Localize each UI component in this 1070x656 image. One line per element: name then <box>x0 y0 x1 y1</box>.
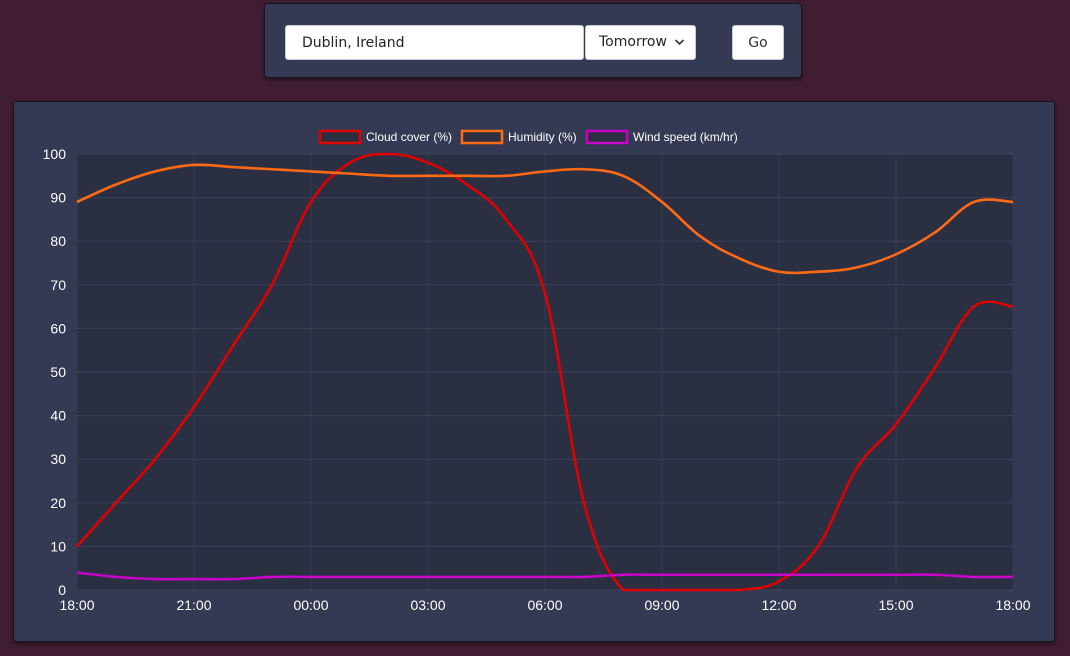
search-panel: Tomorrow Go <box>264 3 802 78</box>
x-tick-label: 18:00 <box>59 597 94 613</box>
y-tick-label: 60 <box>50 320 66 336</box>
cloud-cover-line <box>76 152 1014 592</box>
weather-line-chart: 0 10 20 30 40 50 60 70 80 90 100 18:00 21:00 00:00 03… <box>43 129 1031 613</box>
location-input[interactable] <box>285 25 584 60</box>
x-tick-label: 18:00 <box>995 597 1030 613</box>
wind-speed-line <box>76 571 1014 581</box>
y-tick-label: 20 <box>50 495 66 511</box>
y-tick-label: 10 <box>50 538 66 554</box>
y-tick-label: 70 <box>50 277 66 293</box>
x-tick-label: 09:00 <box>644 597 679 613</box>
legend-item-humidity[interactable]: Humidity (%) <box>460 129 577 145</box>
legend-item-cloud-cover[interactable]: Cloud cover (%) <box>318 129 452 145</box>
y-tick-label: 50 <box>50 364 66 380</box>
day-select-value: Tomorrow <box>599 34 667 50</box>
x-tick-label: 15:00 <box>878 597 913 613</box>
legend-swatch <box>318 129 362 145</box>
chart-panel: 0 10 20 30 40 50 60 70 80 90 100 18:00 21:00 00:00 03… <box>13 101 1055 642</box>
y-tick-label: 80 <box>50 233 66 249</box>
humidity-line <box>76 163 1014 275</box>
go-button[interactable]: Go <box>732 25 784 60</box>
x-tick-label: 12:00 <box>761 597 796 613</box>
y-tick-label: 40 <box>50 408 66 424</box>
y-tick-label: 0 <box>58 582 66 598</box>
x-tick-label: 06:00 <box>527 597 562 613</box>
y-tick-label: 30 <box>50 451 66 467</box>
chevron-down-icon <box>674 26 685 72</box>
legend-swatch <box>460 129 504 145</box>
x-tick-label: 00:00 <box>293 597 328 613</box>
legend-label: Humidity (%) <box>508 130 577 144</box>
legend-item-wind-speed[interactable]: Wind speed (km/hr) <box>585 129 738 145</box>
day-select[interactable]: Tomorrow <box>585 25 696 60</box>
legend-label: Wind speed (km/hr) <box>633 130 738 144</box>
x-tick-label: 21:00 <box>176 597 211 613</box>
legend-label: Cloud cover (%) <box>366 130 452 144</box>
y-tick-label: 100 <box>43 146 67 162</box>
y-tick-label: 90 <box>50 190 66 206</box>
legend-swatch <box>585 129 629 145</box>
x-tick-label: 03:00 <box>410 597 445 613</box>
